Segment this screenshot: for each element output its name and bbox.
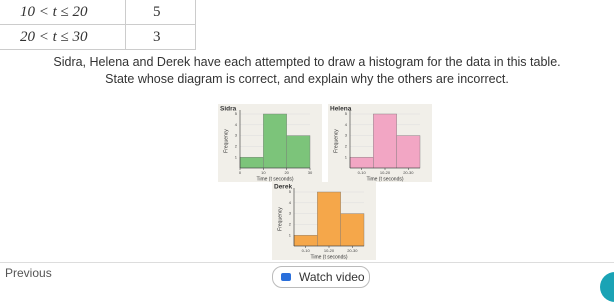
x-axis-label: Time (t seconds) — [310, 254, 347, 260]
y-tick-label: 1 — [345, 154, 348, 159]
data-table: 10 < t ≤ 20 5 20 < t ≤ 30 3 — [0, 0, 200, 50]
bar — [396, 135, 421, 169]
x-tick-label: 20-30 — [347, 248, 358, 253]
x-tick-label: 10-20 — [324, 248, 335, 253]
y-tick-label: 2 — [345, 143, 348, 148]
y-tick-label: 5 — [345, 111, 348, 116]
y-tick-label: 4 — [235, 122, 238, 127]
table-cell: 20 < t ≤ 30 — [20, 29, 88, 45]
x-tick-label: 30 — [308, 170, 313, 175]
y-tick-label: 1 — [235, 154, 238, 159]
video-icon — [281, 273, 291, 281]
diagram-name: Derek — [274, 184, 292, 191]
table-cell: 3 — [153, 29, 161, 45]
watch-video-label: Watch video — [299, 270, 365, 284]
bar — [340, 213, 365, 247]
question-text: Sidra, Helena and Derek have each attemp… — [53, 55, 561, 69]
col-divider — [195, 0, 196, 50]
table-cell: 5 — [153, 4, 161, 20]
row-divider — [0, 24, 195, 25]
col-divider — [125, 0, 126, 50]
footer-bar — [0, 262, 614, 293]
bar — [293, 234, 318, 247]
watch-video-button[interactable]: Watch video — [272, 266, 370, 288]
y-tick-label: 3 — [235, 133, 238, 138]
y-tick-label: 3 — [289, 211, 292, 216]
x-axis-label: Time (t seconds) — [366, 176, 403, 182]
bar — [263, 113, 287, 169]
y-axis-label: Frequency — [277, 207, 283, 231]
y-tick-label: 5 — [235, 111, 238, 116]
diagram-name: Helena — [330, 106, 352, 113]
x-tick-label: 20-30 — [403, 170, 414, 175]
previous-button[interactable]: Previous — [5, 266, 52, 280]
table-cell: 10 < t ≤ 20 — [20, 4, 88, 20]
x-tick-label: 0-10 — [358, 170, 367, 175]
row-divider — [0, 49, 195, 50]
y-axis-label: Frequency — [333, 129, 339, 153]
y-tick-label: 2 — [289, 221, 292, 226]
y-tick-label: 1 — [289, 232, 292, 237]
x-tick-label: 20 — [284, 170, 289, 175]
bar — [286, 135, 311, 169]
question-text: State whose diagram is correct, and expl… — [105, 72, 509, 86]
x-tick-label: 0 — [239, 170, 242, 175]
diagram-name: Sidra — [220, 106, 237, 113]
y-tick-label: 3 — [345, 133, 348, 138]
x-tick-label: 10 — [261, 170, 266, 175]
y-tick-label: 5 — [289, 189, 292, 194]
bar — [317, 191, 341, 247]
histograms: Sidra 1 2 3 4 5 0 10 20 30 Frequency Time (t second… — [218, 104, 432, 260]
bar — [349, 156, 374, 169]
x-tick-label: 0-10 — [302, 248, 311, 253]
bar — [373, 113, 397, 169]
y-tick-label: 4 — [289, 200, 292, 205]
y-axis-label: Frequency — [223, 129, 229, 153]
x-axis-label: Time (t seconds) — [256, 176, 293, 182]
bar — [239, 156, 264, 169]
x-tick-label: 10-20 — [380, 170, 391, 175]
y-tick-label: 4 — [345, 122, 348, 127]
y-tick-label: 2 — [235, 143, 238, 148]
